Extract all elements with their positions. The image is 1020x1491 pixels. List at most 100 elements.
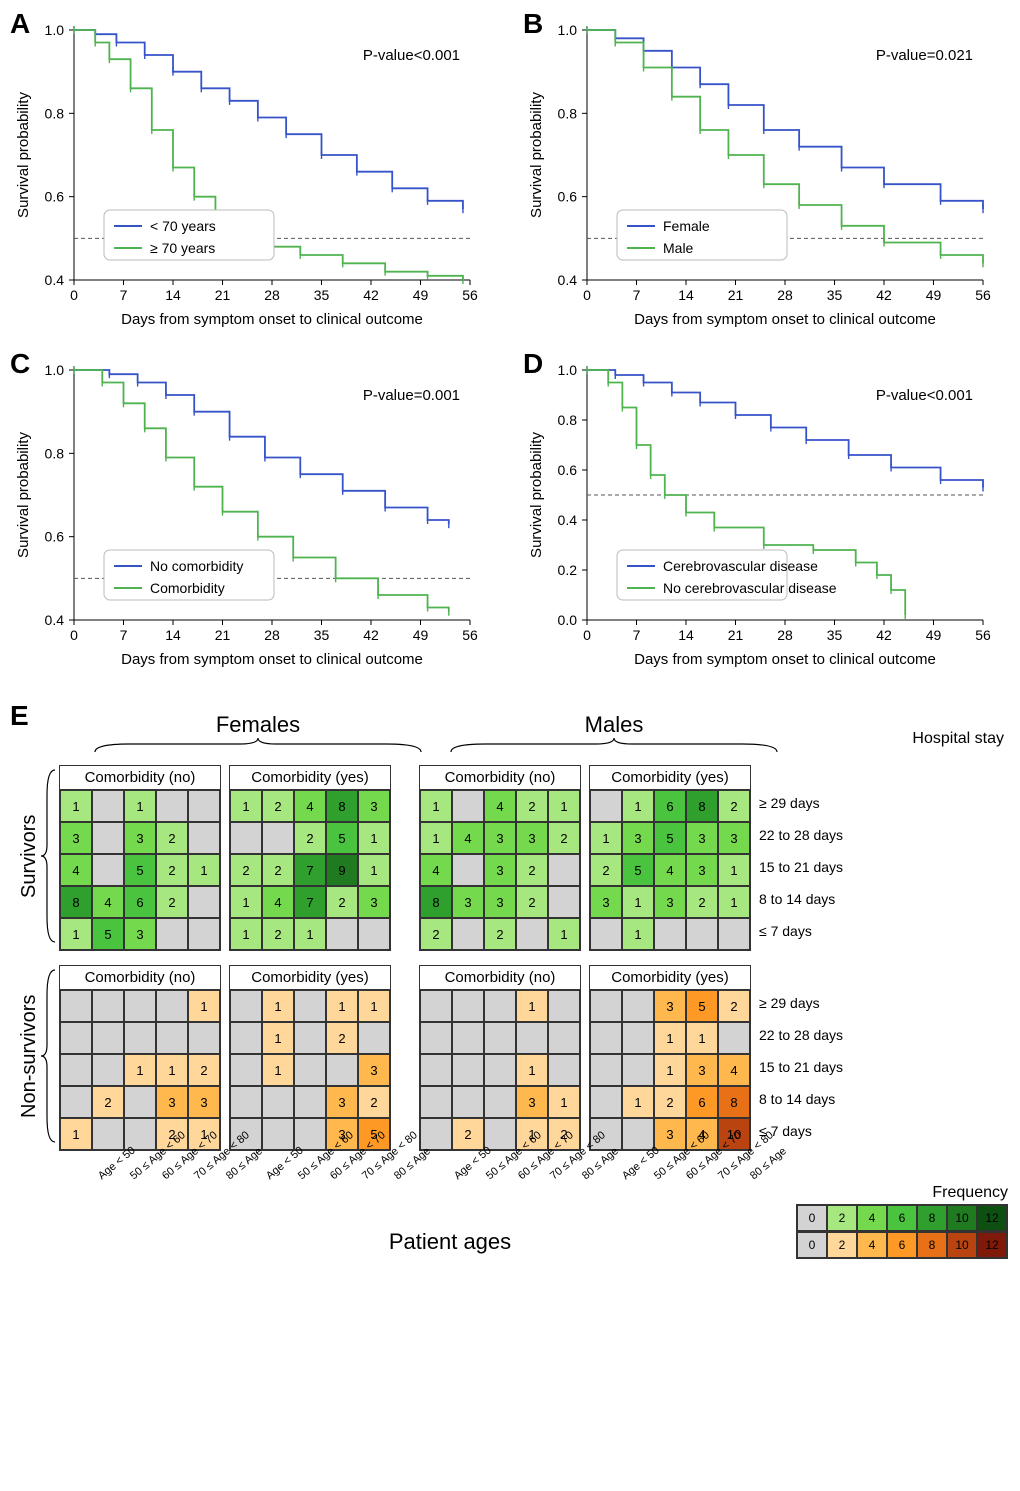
svg-text:0.6: 0.6 [45,189,65,205]
svg-text:1.0: 1.0 [45,362,65,378]
frequency-label: Frequency [796,1184,1008,1202]
svg-text:7: 7 [633,627,641,643]
heatmap-cell [622,1054,654,1086]
heatmap-cell [718,1022,750,1054]
freq-cell: 6 [887,1232,917,1258]
svg-text:Survival probability: Survival probability [528,432,545,558]
heatmap-cell: 4 [92,886,124,918]
brace-icon [41,965,59,1147]
heatmap-cell [420,1086,452,1118]
comorbidity-label: Comorbidity (yes) [229,965,391,989]
freq-cell: 8 [917,1205,947,1231]
heatmap-cell [262,1118,294,1150]
heatmap-cell: 2 [718,790,750,822]
heatmap-cell: 1 [622,1086,654,1118]
heatmap-cell: 1 [358,822,390,854]
svg-text:0.4: 0.4 [45,612,65,628]
svg-text:0.6: 0.6 [558,462,578,478]
km-chart: 07142128354249560.00.20.40.60.81.0Days f… [525,352,995,672]
heatmap-cell: 2 [358,1086,390,1118]
svg-text:42: 42 [876,287,892,303]
row-label: ≥ 29 days [759,787,843,819]
svg-text:0: 0 [70,627,78,643]
heatmap-cell [590,1022,622,1054]
heatmap-block: Comorbidity (no)1131212 [419,965,581,1151]
heatmap-cell: 3 [156,1086,188,1118]
km-grid: A07142128354249560.40.60.81.0Days from s… [12,12,1008,672]
heatmap-cell [452,790,484,822]
heatmap-cell [484,1118,516,1150]
heatmap-cell [124,1022,156,1054]
freq-cell: 12 [977,1232,1007,1258]
comorbidity-label: Comorbidity (yes) [229,765,391,789]
freq-green-row: 024681012 [796,1204,1008,1232]
freq-cell: 12 [977,1205,1007,1231]
svg-text:28: 28 [777,287,793,303]
svg-text:Male: Male [663,240,694,256]
age-labels: Age < 5050 ≤ Age < 6060 ≤ Age < 7070 ≤ A… [258,1165,418,1225]
heatmap-cell [156,790,188,822]
svg-text:56: 56 [975,627,991,643]
heatmap-cell [230,1054,262,1086]
heatmap-cell: 2 [718,990,750,1022]
heatmap-block: Comorbidity (yes)16821353325431313211 [589,765,751,951]
km-chart: 07142128354249560.40.60.81.0Days from sy… [12,352,482,672]
heatmap-block: Comorbidity (no)1421143324328332221 [419,765,581,951]
heatmap-cell [92,854,124,886]
svg-text:0.8: 0.8 [45,105,65,121]
heatmap-cell [230,822,262,854]
svg-text:56: 56 [462,627,478,643]
heatmap-cell: 3 [718,822,750,854]
freq-cell: 4 [857,1205,887,1231]
svg-text:0.4: 0.4 [558,272,578,288]
heatmap-cell [452,1086,484,1118]
heatmap-cell: 1 [188,854,220,886]
heatmap-cell: 3 [358,1054,390,1086]
heatmap-cell [188,822,220,854]
age-labels: Age < 5050 ≤ Age < 6060 ≤ Age < 7070 ≤ A… [446,1165,606,1225]
heatmap-cell: 1 [548,790,580,822]
heatmap-block: Comorbidity (yes)3521113412683410 [589,965,751,1151]
heatmap-cell [262,822,294,854]
heatmap-cell: 1 [230,918,262,950]
heatmap-cell [92,822,124,854]
heatmap-cell: 1 [124,790,156,822]
heatmap-cell [124,1086,156,1118]
heatmap-cell [262,1086,294,1118]
svg-text:P-value=0.001: P-value=0.001 [363,387,460,404]
comorbidity-label: Comorbidity (no) [59,765,221,789]
row-label: ≤ 7 days [759,1115,843,1147]
heatmap-cell: 3 [484,854,516,886]
heatmap-cell [622,1022,654,1054]
svg-text:Days from symptom onset to cli: Days from symptom onset to clinical outc… [634,651,936,668]
heatmap-cell [654,918,686,950]
heatmap-cell: 2 [156,822,188,854]
svg-text:14: 14 [678,627,694,643]
svg-text:56: 56 [462,287,478,303]
heatmap-cell [156,990,188,1022]
heatmap-cell [60,990,92,1022]
heatmap-cell [326,1054,358,1086]
heatmap-cell: 2 [452,1118,484,1150]
heatmap-cell: 4 [484,790,516,822]
heatmap-cell [156,1022,188,1054]
svg-text:35: 35 [827,287,843,303]
heatmap-cell: 2 [516,854,548,886]
heatmap-cell [60,1022,92,1054]
row-label: ≤ 7 days [759,915,843,947]
svg-text:≥ 70 years: ≥ 70 years [150,240,215,256]
svg-text:21: 21 [215,287,231,303]
heatmap-cell [420,990,452,1022]
heatmap-cell: 1 [654,1054,686,1086]
heatmap-block: Comorbidity (yes)124832512279114723121 [229,765,391,951]
svg-text:49: 49 [413,287,429,303]
svg-text:1.0: 1.0 [558,362,578,378]
heatmap-cell: 2 [156,854,188,886]
svg-text:21: 21 [728,287,744,303]
heatmap-cell: 9 [326,854,358,886]
heatmap-cell: 4 [294,790,326,822]
heatmap-cell [294,1022,326,1054]
heatmap-cell [294,1086,326,1118]
svg-text:35: 35 [827,627,843,643]
heatmap-cell: 3 [484,886,516,918]
